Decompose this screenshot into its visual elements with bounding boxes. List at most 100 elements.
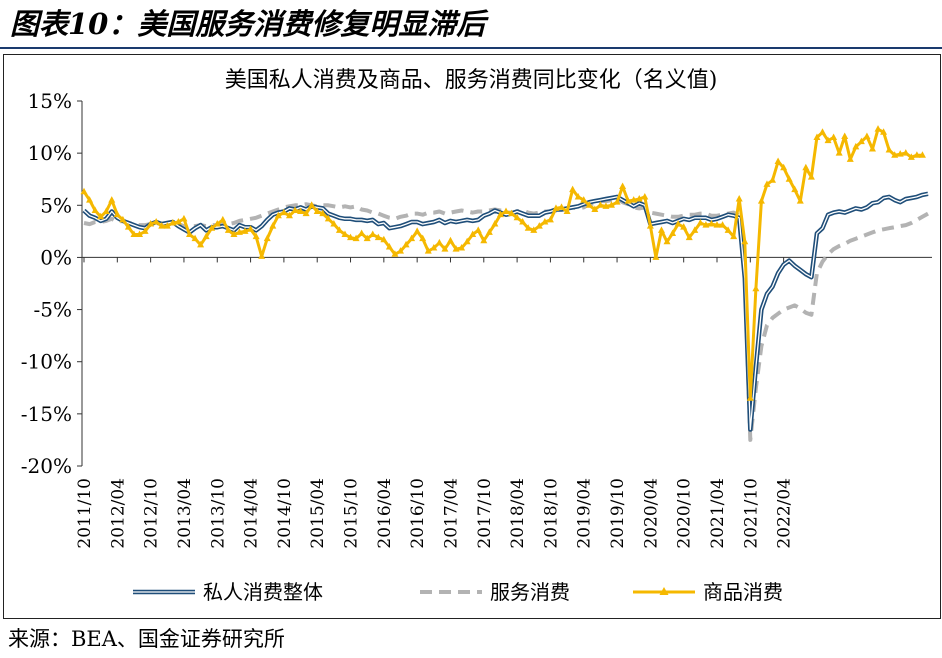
goods-marker: [613, 198, 621, 205]
title-divider: [0, 47, 942, 49]
goods-marker: [308, 201, 316, 208]
goods-marker: [685, 233, 693, 241]
x-tick-label: 2016/10: [408, 478, 428, 549]
figure-title: 图表10：美国服务消费修复明显滞后: [10, 7, 486, 41]
goods-marker: [696, 219, 704, 226]
goods-marker: [796, 197, 804, 204]
goods-marker: [541, 217, 549, 225]
goods-marker: [158, 222, 166, 229]
goods-marker: [358, 229, 366, 236]
goods-marker: [297, 207, 305, 215]
goods-marker: [86, 196, 94, 203]
goods-marker: [419, 234, 427, 242]
goods-marker: [341, 230, 349, 237]
goods-marker: [807, 173, 815, 180]
goods-marker: [885, 146, 893, 153]
goods-marker: [202, 232, 210, 240]
goods-marker: [263, 234, 271, 242]
x-tick-label: 2020/10: [675, 478, 695, 549]
legend-label-total: 私人消费整体: [203, 580, 323, 604]
goods-marker: [635, 195, 643, 202]
x-tick-label: 2018/04: [508, 478, 528, 549]
goods-marker: [269, 222, 277, 229]
x-tick-label: 2017/10: [475, 478, 495, 549]
goods-marker: [863, 132, 871, 139]
goods-marker: [913, 151, 921, 158]
goods-marker: [735, 195, 743, 202]
goods-marker: [285, 211, 293, 219]
goods-marker: [119, 215, 127, 223]
x-tick-label: 2016/04: [375, 478, 395, 549]
goods-marker: [235, 228, 243, 235]
goods-marker: [313, 207, 321, 215]
line-chart: -20% -15% -10% -5% 0% 5% 10% 15% 2011/10 2012/04 2…: [21, 89, 932, 604]
goods-marker: [502, 207, 510, 215]
goods-marker: [474, 226, 482, 233]
goods-marker: [774, 157, 782, 164]
goods-marker: [724, 226, 732, 233]
goods-marker: [441, 245, 449, 252]
chart-title: 美国私人消费及商品、服务消费同比变化（名义值): [224, 68, 718, 93]
goods-marker: [180, 214, 188, 222]
goods-marker: [408, 234, 416, 242]
source-note: 来源：BEA、国金证券研究所: [8, 627, 285, 651]
goods-marker: [868, 144, 876, 152]
goods-marker: [791, 185, 799, 193]
goods-marker: [830, 133, 838, 140]
goods-marker: [896, 150, 904, 157]
goods-marker: [702, 221, 710, 228]
goods-marker: [446, 236, 454, 244]
goods-marker: [258, 252, 266, 259]
goods-marker: [324, 214, 332, 222]
goods-marker: [124, 223, 132, 230]
x-tick-label: 2012/04: [108, 478, 128, 549]
goods-marker: [813, 133, 821, 140]
goods-marker: [591, 205, 599, 212]
goods-marker: [619, 182, 627, 190]
goods-marker: [380, 235, 388, 243]
goods-marker: [846, 155, 854, 162]
y-tick-label: -15%: [21, 402, 72, 426]
series-total-inner-line: [83, 193, 929, 431]
goods-marker: [624, 197, 632, 204]
goods-marker: [524, 224, 532, 231]
goods-marker: [580, 196, 588, 203]
goods-marker: [785, 175, 793, 182]
goods-marker: [385, 243, 393, 250]
x-tick-label: 2019/04: [575, 478, 595, 549]
goods-marker: [713, 221, 721, 228]
goods-marker: [91, 206, 99, 213]
goods-marker: [574, 192, 582, 200]
goods-marker: [458, 244, 466, 251]
goods-marker: [430, 244, 438, 251]
goods-marker: [513, 213, 521, 221]
y-tick-label: 15%: [28, 89, 72, 113]
x-tick-label: 2022/04: [775, 478, 795, 549]
goods-marker: [585, 201, 593, 208]
goods-marker: [469, 230, 477, 237]
goods-marker: [463, 237, 471, 245]
y-tick-label: -5%: [34, 298, 73, 322]
goods-marker: [691, 226, 699, 233]
goods-marker: [319, 209, 327, 217]
goods-marker: [824, 136, 832, 144]
goods-marker: [274, 211, 282, 219]
goods-marker: [485, 228, 493, 235]
goods-marker: [663, 237, 671, 245]
goods-marker: [391, 250, 399, 257]
goods-marker: [857, 137, 865, 145]
goods-marker: [252, 232, 260, 240]
goods-marker: [247, 225, 255, 232]
goods-marker: [819, 128, 826, 135]
goods-marker: [197, 240, 205, 248]
goods-marker: [902, 149, 910, 156]
goods-marker: [752, 284, 760, 292]
goods-marker: [335, 226, 343, 233]
y-tick-label: 10%: [28, 141, 72, 165]
goods-marker: [402, 240, 410, 248]
goods-marker: [108, 196, 116, 203]
goods-marker: [918, 151, 926, 158]
x-tick-label: 2012/10: [142, 478, 162, 549]
x-tick-label: 2020/04: [641, 478, 661, 549]
goods-marker: [208, 224, 216, 231]
